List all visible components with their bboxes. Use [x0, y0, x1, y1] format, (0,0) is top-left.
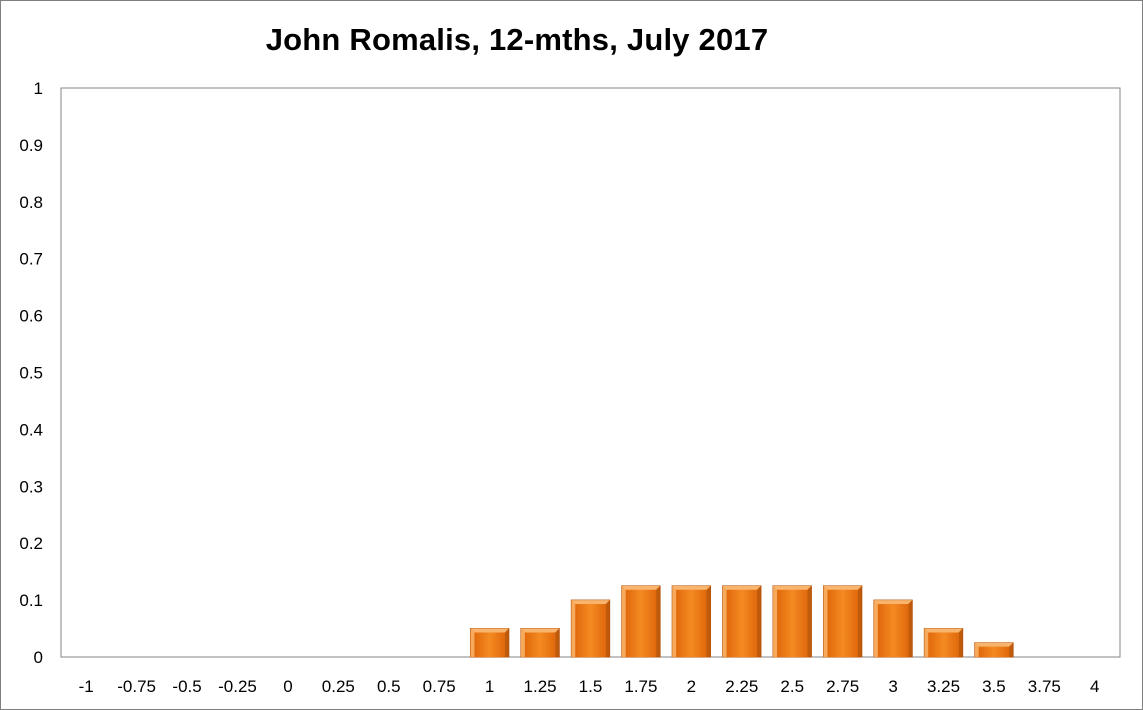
x-tick-label: 2.75: [826, 677, 859, 696]
y-tick-label: 0.3: [19, 477, 43, 496]
x-tick-label: 2.5: [780, 677, 804, 696]
x-tick-label: 2.25: [725, 677, 758, 696]
y-tick-label: 0.1: [19, 591, 43, 610]
x-tick-label: 1.5: [579, 677, 603, 696]
chart-title: John Romalis, 12-mths, July 2017: [265, 22, 769, 57]
bar: [570, 599, 611, 658]
x-tick-label: -0.25: [218, 677, 257, 696]
bar: [974, 642, 1014, 658]
x-tick-label: 2: [687, 677, 696, 696]
x-tick-label: 1.75: [624, 677, 657, 696]
bar: [923, 628, 964, 658]
y-axis-ticks: 0 0.1 0.2 0.3 0.4 0.5 0.6 0.7 0.8 0.9 1: [19, 79, 43, 667]
x-tick-label: -1: [79, 677, 94, 696]
y-tick-label: 0.5: [19, 364, 43, 383]
x-tick-label: 0.25: [322, 677, 355, 696]
x-tick-label: 4: [1090, 677, 1099, 696]
x-tick-label: 1.25: [524, 677, 557, 696]
bar: [621, 585, 661, 658]
bar: [722, 585, 762, 658]
y-tick-label: 1: [34, 79, 43, 98]
x-tick-label: 0.75: [423, 677, 456, 696]
y-tick-label: 0: [34, 648, 43, 667]
bar: [469, 628, 510, 658]
y-tick-label: 0.9: [19, 136, 43, 155]
y-tick-label: 0.7: [19, 250, 43, 269]
x-tick-label: 3.25: [927, 677, 960, 696]
bar: [772, 585, 812, 658]
bar: [671, 585, 712, 658]
y-tick-label: 0.4: [19, 420, 43, 439]
x-tick-label: 1: [485, 677, 494, 696]
x-axis-ticks: -1 -0.75 -0.5 -0.25 0 0.25 0.5 0.75 1 1.25 1.5 1.75…: [79, 677, 1100, 696]
plot-area: [60, 87, 1121, 658]
bars: [469, 585, 1014, 658]
x-tick-label: 3: [888, 677, 897, 696]
bar: [873, 599, 913, 658]
x-tick-label: 0: [283, 677, 292, 696]
bar: [822, 585, 863, 658]
x-tick-label: 0.5: [377, 677, 401, 696]
y-tick-label: 0.2: [19, 534, 43, 553]
x-tick-label: -0.75: [117, 677, 156, 696]
x-tick-label: -0.5: [172, 677, 201, 696]
y-tick-label: 0.8: [19, 193, 43, 212]
y-tick-label: 0.6: [19, 307, 43, 326]
x-tick-label: 3.75: [1028, 677, 1061, 696]
bar: [520, 628, 560, 658]
x-tick-label: 3.5: [982, 677, 1006, 696]
